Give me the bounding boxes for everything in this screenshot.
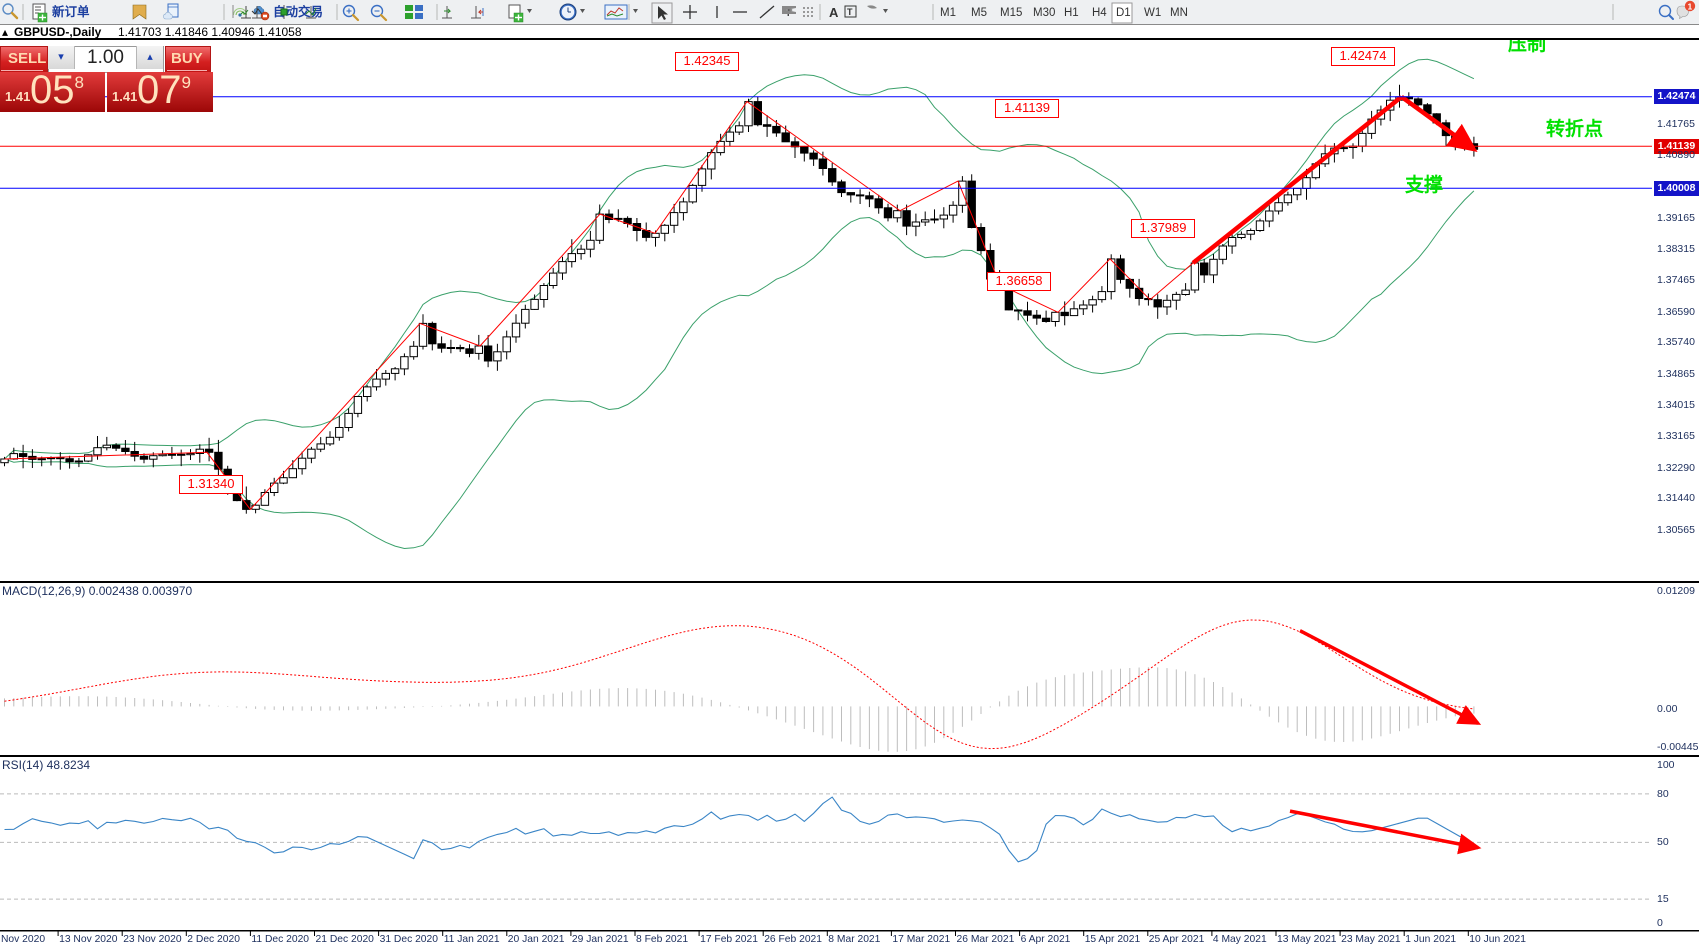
svg-text:1: 1 — [1688, 2, 1693, 12]
svg-text:M1: M1 — [940, 7, 956, 19]
svg-text:W1: W1 — [1144, 7, 1161, 19]
svg-text:M5: M5 — [971, 7, 987, 19]
svg-text:新订单: 新订单 — [52, 4, 90, 19]
svg-text:M15: M15 — [1000, 7, 1022, 19]
svg-text:T: T — [847, 7, 853, 17]
svg-text:A: A — [829, 5, 839, 20]
svg-text:H4: H4 — [1092, 7, 1107, 19]
svg-text:H1: H1 — [1064, 7, 1079, 19]
svg-text:M30: M30 — [1033, 7, 1055, 19]
svg-text:MN: MN — [1170, 7, 1188, 19]
svg-text:D1: D1 — [1116, 7, 1131, 19]
